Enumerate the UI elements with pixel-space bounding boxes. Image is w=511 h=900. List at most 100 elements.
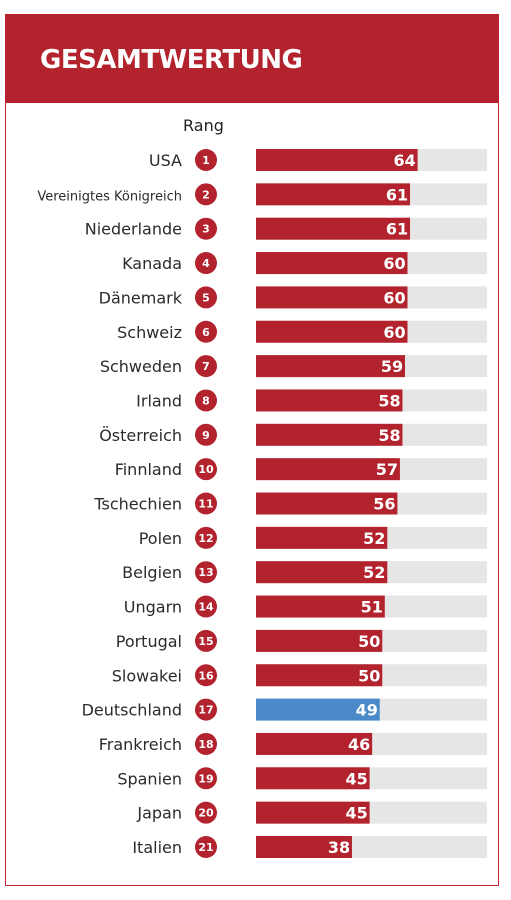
rank-badge bbox=[195, 595, 217, 618]
rank-badge bbox=[195, 629, 217, 652]
rank-badge bbox=[195, 698, 217, 721]
bar bbox=[256, 664, 383, 687]
rank-number: 19 bbox=[198, 772, 213, 785]
bar bbox=[256, 252, 408, 275]
bar bbox=[256, 458, 400, 481]
rank-number: 1 bbox=[202, 154, 210, 167]
bar bbox=[256, 320, 408, 343]
country-label: Tschechien bbox=[93, 495, 182, 514]
value-label: 56 bbox=[373, 495, 395, 514]
value-label: 45 bbox=[345, 769, 367, 788]
rank-number: 2 bbox=[202, 188, 210, 201]
rank-badge bbox=[195, 149, 217, 171]
rank-badge bbox=[195, 320, 217, 343]
rank-badge bbox=[195, 561, 217, 584]
country-label: Niederlande bbox=[85, 220, 182, 239]
rank-number: 15 bbox=[198, 635, 213, 648]
rank-number: 10 bbox=[198, 463, 214, 476]
value-label: 46 bbox=[348, 735, 370, 754]
rank-number: 12 bbox=[198, 532, 213, 545]
country-label: Deutschland bbox=[82, 701, 182, 720]
bar bbox=[256, 389, 403, 412]
bar bbox=[256, 526, 388, 549]
rank-badge bbox=[195, 183, 217, 206]
country-label: Vereinigtes Königreich bbox=[37, 189, 182, 204]
country-label: Schweiz bbox=[117, 323, 182, 342]
value-label: 60 bbox=[383, 323, 405, 342]
bar bbox=[256, 492, 398, 515]
value-label: 57 bbox=[376, 460, 398, 479]
bar bbox=[256, 286, 408, 309]
rank-badge bbox=[195, 217, 217, 240]
value-label: 49 bbox=[356, 701, 378, 720]
rank-number: 14 bbox=[198, 601, 214, 614]
value-label: 59 bbox=[381, 357, 403, 376]
country-label: Slowakei bbox=[112, 666, 182, 685]
value-label: 51 bbox=[361, 598, 383, 617]
rank-badge bbox=[195, 458, 217, 481]
bar bbox=[256, 595, 385, 618]
rank-number: 6 bbox=[202, 326, 210, 339]
rank-badge bbox=[195, 492, 217, 515]
country-label: Ungarn bbox=[124, 598, 182, 617]
country-label: Italien bbox=[132, 838, 182, 857]
country-label: Österreich bbox=[99, 426, 182, 445]
rank-badge bbox=[195, 252, 217, 275]
country-label: Portugal bbox=[116, 632, 182, 651]
bar bbox=[256, 561, 388, 584]
rank-number: 3 bbox=[202, 223, 210, 236]
header-bar: GESAMTWERTUNG bbox=[6, 15, 498, 103]
country-label: Dänemark bbox=[99, 288, 183, 307]
value-label: 52 bbox=[363, 563, 385, 582]
value-label: 64 bbox=[393, 151, 415, 170]
rank-number: 18 bbox=[198, 738, 213, 751]
country-label: Belgien bbox=[122, 563, 182, 582]
value-label: 61 bbox=[386, 185, 408, 204]
bar bbox=[256, 732, 373, 755]
country-label: Irland bbox=[136, 391, 182, 410]
value-label: 45 bbox=[345, 804, 367, 823]
bar bbox=[256, 183, 411, 206]
rank-number: 7 bbox=[202, 360, 210, 373]
rank-number: 13 bbox=[198, 566, 213, 579]
country-label: Schweden bbox=[100, 357, 182, 376]
chart-title: GESAMTWERTUNG bbox=[40, 45, 303, 75]
rank-badge bbox=[195, 836, 217, 858]
value-label: 60 bbox=[383, 254, 405, 273]
bar bbox=[256, 801, 370, 824]
rank-column-header: Rang bbox=[183, 116, 224, 135]
rank-badge bbox=[195, 355, 217, 378]
bar bbox=[256, 355, 405, 378]
rank-number: 20 bbox=[198, 807, 214, 820]
country-label: Polen bbox=[139, 529, 182, 548]
country-label: Kanada bbox=[122, 254, 182, 273]
rank-badge bbox=[195, 767, 217, 790]
rank-number: 21 bbox=[198, 841, 213, 854]
rank-number: 4 bbox=[202, 257, 210, 270]
value-label: 52 bbox=[363, 529, 385, 548]
bar bbox=[256, 149, 418, 171]
rank-badge bbox=[195, 664, 217, 687]
country-label: Spanien bbox=[117, 769, 182, 788]
bar bbox=[256, 767, 370, 790]
rank-number: 5 bbox=[202, 291, 210, 304]
rank-badge bbox=[195, 801, 217, 824]
rank-badge bbox=[195, 526, 217, 549]
rank-number: 17 bbox=[198, 704, 213, 717]
rank-badge bbox=[195, 286, 217, 309]
country-label: Japan bbox=[136, 804, 182, 823]
value-label: 61 bbox=[386, 220, 408, 239]
value-label: 58 bbox=[378, 391, 400, 410]
value-label: 38 bbox=[328, 838, 350, 857]
country-label: USA bbox=[149, 151, 182, 170]
bar bbox=[256, 698, 380, 721]
value-label: 58 bbox=[378, 426, 400, 445]
value-label: 50 bbox=[358, 666, 380, 685]
rank-number: 16 bbox=[198, 669, 214, 682]
rank-badge bbox=[195, 423, 217, 446]
bar bbox=[256, 423, 403, 446]
country-label: Finnland bbox=[115, 460, 182, 479]
value-label: 60 bbox=[383, 288, 405, 307]
bar bbox=[256, 836, 352, 858]
